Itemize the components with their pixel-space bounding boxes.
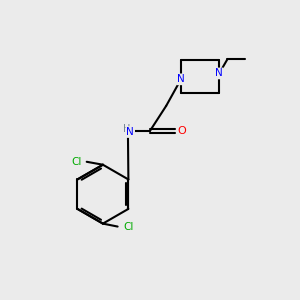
Text: O: O — [177, 126, 186, 136]
Text: Cl: Cl — [123, 222, 133, 232]
Text: N: N — [126, 127, 134, 137]
Text: N: N — [215, 68, 223, 78]
Text: N: N — [177, 74, 185, 84]
Text: Cl: Cl — [71, 157, 81, 167]
Text: H: H — [123, 124, 130, 134]
